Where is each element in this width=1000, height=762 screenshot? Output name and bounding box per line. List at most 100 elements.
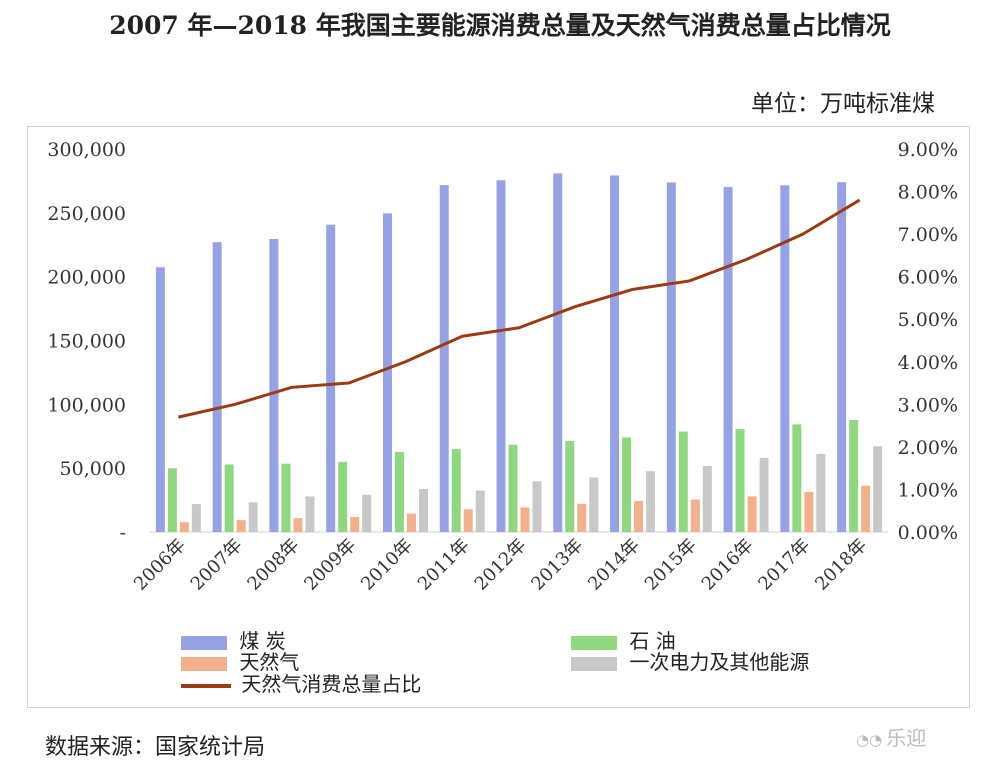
bar-coal xyxy=(496,180,506,533)
legend-swatch-coal xyxy=(181,635,227,650)
bar-coal xyxy=(326,224,336,532)
bar-coal xyxy=(212,242,222,533)
bar-electric xyxy=(248,502,258,532)
bar-gas xyxy=(520,507,530,532)
y-right-tick-label: 5.00% xyxy=(898,309,958,331)
x-tick-label: 2014年 xyxy=(584,535,644,595)
bar-gas xyxy=(634,500,644,532)
bar-gas xyxy=(747,496,757,532)
x-tick-label: 2013年 xyxy=(527,535,587,595)
bar-electric xyxy=(702,465,712,532)
bar-gas xyxy=(406,513,416,532)
legend-label-ratio-line: 天然气消费总量占比 xyxy=(241,672,422,696)
legend-ratio-line: 天然气消费总量占比 xyxy=(181,673,421,695)
data-source: 数据来源：国家统计局 xyxy=(45,735,266,760)
x-tick-label: 2006年 xyxy=(130,535,190,595)
x-tick-label: 2008年 xyxy=(243,535,303,595)
bar-oil xyxy=(622,437,632,532)
unit-label: 单位：万吨标准煤 xyxy=(751,91,935,117)
x-tick-label: 2015年 xyxy=(641,535,701,595)
x-tick-label: 2009年 xyxy=(300,535,360,595)
bar-oil xyxy=(849,420,859,532)
bar-oil xyxy=(792,424,802,532)
wechat-icon: ◔◔ xyxy=(856,731,883,749)
bar-oil xyxy=(394,451,404,532)
y-right-tick-label: 1.00% xyxy=(898,479,958,501)
bar-gas xyxy=(350,516,360,532)
legend-swatch-ratio-line xyxy=(181,683,231,688)
bar-oil xyxy=(508,444,518,532)
legend-label-gas: 天然气 xyxy=(239,650,300,674)
bar-gas xyxy=(293,518,303,532)
bar-oil xyxy=(167,468,177,532)
bar-electric xyxy=(418,488,428,532)
bar-coal xyxy=(439,185,449,532)
y-left-tick-label: 250,000 xyxy=(47,203,126,225)
legend-coal: 煤 炭 xyxy=(181,630,286,652)
x-tick-label: 2011年 xyxy=(414,535,474,595)
bar-gas xyxy=(690,499,700,532)
bar-coal xyxy=(723,186,733,533)
bar-coal xyxy=(382,213,392,532)
y-left-tick-label: 50,000 xyxy=(60,458,126,480)
bar-oil xyxy=(281,463,291,532)
bar-coal xyxy=(837,182,847,532)
bar-electric xyxy=(873,446,883,532)
bar-electric xyxy=(475,490,485,532)
y-left-tick-label: 100,000 xyxy=(47,394,126,416)
bar-gas xyxy=(179,522,189,532)
legend-label-electric: 一次电力及其他能源 xyxy=(629,650,810,674)
y-left-tick-label: - xyxy=(120,522,126,544)
bar-oil xyxy=(735,429,745,532)
y-left-tick-label: 150,000 xyxy=(47,331,126,353)
y-left-tick-label: 200,000 xyxy=(47,267,126,289)
bar-electric xyxy=(759,457,769,532)
bar-electric xyxy=(532,481,542,532)
legend-swatch-oil xyxy=(571,635,617,650)
legend-label-oil: 石 油 xyxy=(629,629,676,653)
x-tick-label: 2012年 xyxy=(471,535,531,595)
x-tick-label: 2017年 xyxy=(754,535,814,595)
bar-oil xyxy=(451,449,461,532)
bar-electric xyxy=(816,453,826,532)
watermark: ◔◔ 乐迎 xyxy=(856,726,927,750)
bar-electric xyxy=(646,471,656,532)
bar-coal xyxy=(553,173,563,532)
legend-label-coal: 煤 炭 xyxy=(239,629,286,653)
y-right-tick-label: 4.00% xyxy=(898,352,958,374)
x-tick-label: 2018年 xyxy=(811,535,871,595)
legend-electric: 一次电力及其他能源 xyxy=(571,651,809,673)
bar-oil xyxy=(338,461,348,532)
legend-swatch-gas xyxy=(181,656,227,671)
bar-oil xyxy=(565,440,575,532)
y-right-tick-label: 3.00% xyxy=(898,394,958,416)
x-tick-label: 2010年 xyxy=(357,535,417,595)
bar-electric xyxy=(191,504,201,532)
y-right-tick-label: 2.00% xyxy=(898,437,958,459)
y-right-tick-label: 7.00% xyxy=(898,224,958,246)
bar-electric xyxy=(305,496,315,532)
bar-coal xyxy=(155,267,165,532)
legend-swatch-electric xyxy=(571,656,617,671)
ratio-line xyxy=(178,198,861,419)
x-tick-label: 2007年 xyxy=(187,535,247,595)
bar-gas xyxy=(804,491,814,532)
bar-oil xyxy=(678,431,688,532)
bar-electric xyxy=(589,477,599,532)
y-right-tick-label: 0.00% xyxy=(898,522,958,544)
x-tick-label: 2016年 xyxy=(698,535,758,595)
bar-coal xyxy=(610,175,620,532)
bar-coal xyxy=(269,239,279,532)
bar-coal xyxy=(666,182,676,532)
y-right-tick-label: 9.00% xyxy=(898,139,958,161)
y-right-tick-label: 6.00% xyxy=(898,267,958,289)
legend-gas: 天然气 xyxy=(181,651,299,673)
bar-gas xyxy=(577,503,587,532)
bar-coal xyxy=(780,185,790,533)
bar-gas xyxy=(861,485,871,532)
chart-frame xyxy=(27,126,970,708)
bar-electric xyxy=(362,494,372,532)
bar-gas xyxy=(236,520,246,532)
y-left-tick-label: 300,000 xyxy=(47,139,126,161)
